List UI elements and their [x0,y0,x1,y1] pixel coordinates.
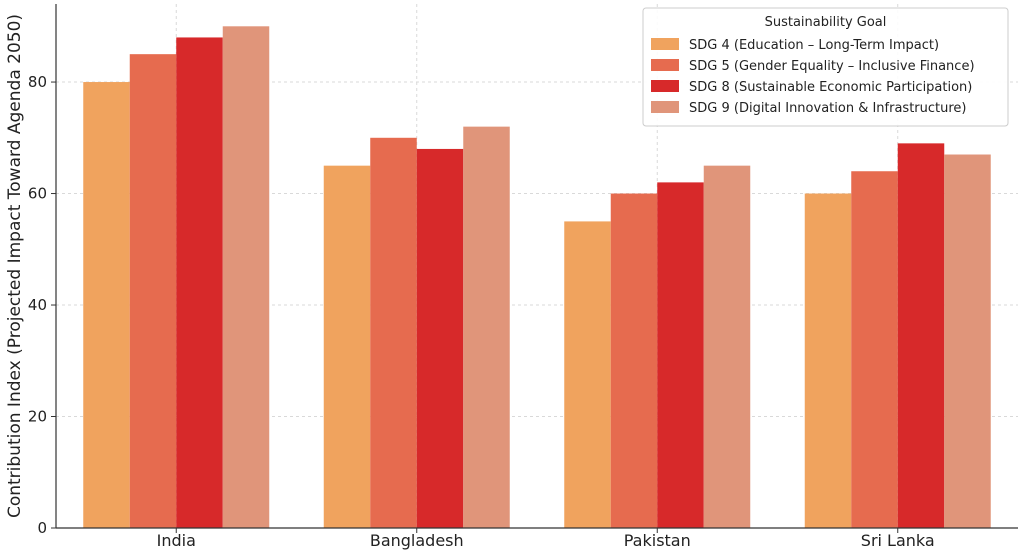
y-tick-label: 20 [28,408,47,426]
bar [804,193,852,528]
bars [83,26,991,529]
legend-title: Sustainability Goal [765,15,887,30]
y-tick-label: 80 [28,73,47,91]
y-tick-label: 40 [28,296,47,314]
legend-items: SDG 4 (Education – Long-Term Impact) SDG … [651,38,975,116]
legend-swatch [651,59,679,71]
legend-swatch [651,38,679,50]
bar [129,54,177,528]
bar [944,154,991,529]
x-tick-label: India [157,531,196,550]
bar [703,165,751,528]
bar [370,137,417,528]
bar [176,37,223,528]
y-tick-label: 0 [37,519,47,537]
bar [323,165,371,528]
legend-swatch [651,101,679,113]
x-tick-label: Pakistan [624,531,691,550]
legend-label: SDG 4 (Education – Long-Term Impact) [689,38,939,53]
bar [610,193,658,528]
bar [222,26,270,528]
legend-swatch [651,80,679,92]
tick-labels: 0 20 40 60 80 India Bangladesh Pakistan Sri Lank… [28,73,935,550]
y-axis-label: Contribution Index (Projected Impact Tow… [5,14,25,518]
legend-label: SDG 8 (Sustainable Economic Participatio… [689,80,972,95]
x-tick-label: Sri Lanka [861,531,935,550]
bar [416,148,464,529]
bar [564,221,611,529]
legend-frame [642,7,1009,127]
bar [657,182,704,528]
bar [897,143,945,529]
legend-label: SDG 9 (Digital Innovation & Infrastructu… [689,101,967,116]
legend: Sustainability Goal SDG 4 (Education – L… [642,7,1009,127]
legend-label: SDG 5 (Gender Equality – Inclusive Finan… [689,59,975,74]
bar [851,171,898,528]
y-tick-label: 60 [28,185,47,203]
bar [83,82,130,529]
bar [463,126,510,528]
x-tick-label: Bangladesh [370,531,464,550]
axes [51,4,1018,533]
